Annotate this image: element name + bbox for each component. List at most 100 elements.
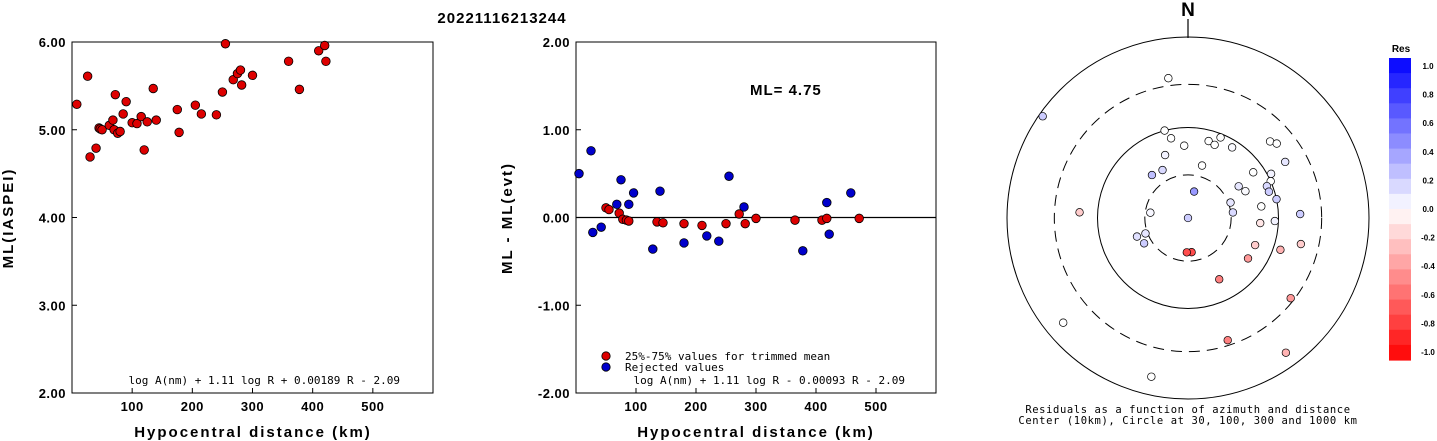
left-data-point xyxy=(82,71,93,81)
colorbar-tick-label: -0.4 xyxy=(1421,262,1435,271)
station-residual-point xyxy=(1227,143,1237,152)
middle-y-axis-label: ML - ML(evt) xyxy=(499,162,516,274)
left-data-point xyxy=(118,109,128,119)
left-data-point xyxy=(190,100,201,110)
left-data-point xyxy=(196,109,207,119)
rejected-point xyxy=(679,238,689,248)
colorbar-tick-label: 0.4 xyxy=(1422,148,1434,157)
rejected-point xyxy=(824,229,834,239)
rejected-point xyxy=(739,202,749,212)
left-xtick-label: 500 xyxy=(361,399,384,414)
left-data-point xyxy=(220,39,231,49)
ml-value: ML= 4.75 xyxy=(750,82,822,99)
left-data-point xyxy=(110,89,121,100)
station-residual-point xyxy=(1250,240,1260,250)
station-residual-point xyxy=(1286,294,1295,303)
colorbar-cell xyxy=(1389,103,1411,119)
left-ytick-label: 2.00 xyxy=(39,386,66,401)
caption-line-2: Center (10km), Circle at 30, 100, 300 an… xyxy=(1018,415,1357,427)
left-data-point xyxy=(142,117,152,127)
accepted-point xyxy=(822,213,832,224)
rejected-point xyxy=(655,186,665,196)
station-residual-point xyxy=(1147,170,1157,180)
left-data-point xyxy=(121,96,131,107)
station-residual-point xyxy=(1189,187,1199,196)
legend-rejected-marker xyxy=(601,362,611,372)
station-residual-point xyxy=(1160,150,1170,160)
station-residual-point xyxy=(1038,112,1047,121)
accepted-point xyxy=(721,218,731,229)
left-xtick-label: 200 xyxy=(181,399,204,414)
station-residual-point xyxy=(1270,216,1279,226)
left-data-point xyxy=(108,115,118,125)
rejected-point xyxy=(822,197,832,208)
accepted-point xyxy=(658,218,668,228)
station-residual-point xyxy=(1256,218,1265,228)
rejected-point xyxy=(724,171,734,181)
colorbar-cell xyxy=(1389,193,1411,210)
middle-ytick-label: 1.00 xyxy=(543,123,570,138)
rejected-point xyxy=(616,175,626,185)
colorbar-tick-label: -1.0 xyxy=(1421,348,1435,357)
station-residual-point xyxy=(1272,139,1281,148)
left-data-point xyxy=(247,70,258,81)
rejected-point xyxy=(624,199,634,210)
rejected-point xyxy=(612,199,622,210)
station-residual-point xyxy=(1257,202,1266,211)
colorbar-cell xyxy=(1389,163,1411,180)
accepted-point xyxy=(679,218,689,229)
station-residual-point xyxy=(1059,318,1068,327)
colorbar-cell xyxy=(1389,178,1411,195)
accepted-point xyxy=(604,204,614,215)
accepted-point xyxy=(734,209,744,219)
colorbar-cell xyxy=(1389,118,1411,135)
left-data-point xyxy=(148,83,158,94)
rejected-point xyxy=(628,188,639,198)
left-data-point xyxy=(235,65,246,75)
accepted-point xyxy=(751,213,761,224)
station-residual-point xyxy=(1234,182,1243,191)
left-x-axis-label: Hypocentral distance (km) xyxy=(134,424,372,441)
colorbar-cell xyxy=(1389,254,1411,270)
station-residual-point xyxy=(1166,134,1176,143)
left-data-point xyxy=(72,99,82,110)
colorbar-cell xyxy=(1389,73,1411,89)
middle-chart: 100 200 300 400 500 -2.00 -1.00 0.00 1.00 2.00 ML… xyxy=(499,35,937,441)
station-residual-point xyxy=(1226,198,1235,207)
left-data-point xyxy=(172,104,182,115)
left-plot-frame xyxy=(71,41,434,394)
left-xtick-label: 300 xyxy=(241,399,264,414)
rejected-point xyxy=(714,236,724,246)
colorbar-tick-label: -0.2 xyxy=(1421,234,1435,243)
left-ytick-label: 4.00 xyxy=(39,211,66,226)
ring-100km xyxy=(1097,127,1279,309)
colorbar-cell xyxy=(1389,344,1411,361)
left-data-point xyxy=(283,56,294,67)
left-chart: 100 200 300 400 500 2.00 3.00 4.00 5.00 6.00 log … xyxy=(0,35,434,441)
station-residual-point xyxy=(1183,213,1193,223)
rejected-point xyxy=(648,244,658,254)
colorbar-cell xyxy=(1389,133,1411,150)
station-residual-point xyxy=(1272,195,1281,204)
rejected-point xyxy=(846,188,856,198)
colorbar-cell xyxy=(1389,239,1411,255)
colorbar-tick-label: 0.2 xyxy=(1422,176,1434,185)
legend-rejected-label: Rejected values xyxy=(625,361,724,374)
left-data-point xyxy=(151,115,161,125)
accepted-point xyxy=(740,218,750,229)
rejected-point xyxy=(596,222,606,232)
rejected-point xyxy=(586,146,596,156)
colorbar-cell xyxy=(1389,314,1411,331)
middle-ytick-label: 0.00 xyxy=(543,211,570,226)
left-data-point xyxy=(321,56,331,67)
station-residual-point xyxy=(1158,165,1167,175)
accepted-point xyxy=(624,216,634,226)
legend-accepted-marker xyxy=(601,351,611,361)
ring-30km xyxy=(1144,174,1232,262)
left-data-point xyxy=(174,127,184,138)
station-residual-point xyxy=(1182,248,1191,257)
left-data-point xyxy=(85,152,95,162)
colorbar-cell xyxy=(1389,299,1411,316)
left-ytick-label: 3.00 xyxy=(39,298,66,313)
